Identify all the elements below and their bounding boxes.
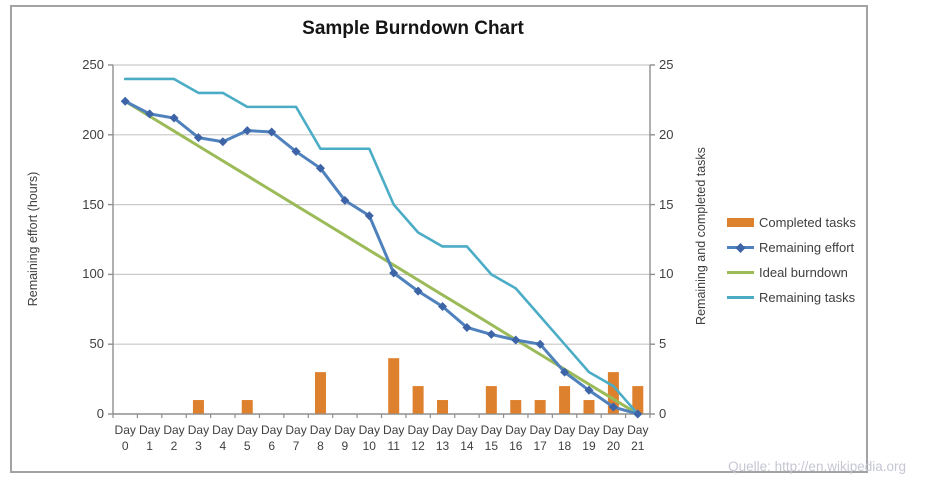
right-axis-tick-label: 15 bbox=[659, 196, 674, 212]
chart-frame bbox=[10, 5, 868, 473]
legend-item-ideal-burndown: Ideal burndown bbox=[727, 260, 856, 285]
chart-title: Sample Burndown Chart bbox=[302, 18, 524, 39]
diamond-marker bbox=[315, 163, 325, 173]
bar-completed-tasks bbox=[559, 386, 571, 414]
x-axis-tick-label: Day 16 bbox=[505, 423, 527, 453]
right-axis-title: Remaining and completed tasks bbox=[694, 147, 708, 325]
x-axis-tick-label: Day 5 bbox=[236, 423, 258, 453]
line-remaining-effort bbox=[123, 99, 640, 416]
x-axis-tick-label: Day 17 bbox=[529, 423, 551, 453]
diamond-marker bbox=[120, 96, 130, 106]
x-axis-tick-label: Day 21 bbox=[627, 423, 649, 453]
diamond-marker bbox=[560, 367, 570, 377]
bar-completed-tasks bbox=[510, 400, 522, 414]
diamond-marker bbox=[218, 137, 228, 147]
right-axis-tick-label: 20 bbox=[659, 126, 674, 142]
x-axis-tick-label: Day 14 bbox=[456, 423, 478, 453]
bar-completed-tasks bbox=[412, 386, 424, 414]
legend-label: Remaining effort bbox=[759, 240, 855, 255]
line-swatch-icon bbox=[727, 296, 757, 299]
x-axis-tick-label: Day 1 bbox=[138, 423, 161, 453]
bar-completed-tasks bbox=[632, 386, 644, 414]
diamond-marker bbox=[340, 195, 350, 205]
right-axis-tick-label: 0 bbox=[659, 406, 667, 421]
diamond-marker bbox=[389, 268, 399, 278]
diamond-marker bbox=[511, 335, 521, 345]
bar-completed-tasks bbox=[607, 372, 619, 414]
diamond-marker bbox=[267, 127, 277, 137]
left-axis-tick-label: 0 bbox=[96, 406, 104, 421]
diamond-marker bbox=[413, 286, 423, 296]
x-axis-tick-label: Day 7 bbox=[285, 423, 307, 453]
bar-completed-tasks bbox=[583, 400, 595, 414]
bar-completed-tasks bbox=[485, 386, 497, 414]
legend-label: Remaining tasks bbox=[759, 290, 856, 305]
diamond-marker bbox=[486, 329, 496, 339]
x-axis-tick-label: Day 18 bbox=[553, 423, 576, 453]
line-diamond-swatch-icon bbox=[727, 242, 757, 253]
left-axis-tick-label: 200 bbox=[82, 126, 104, 142]
diamond-marker bbox=[242, 126, 252, 136]
x-axis-tick-label: Day 10 bbox=[358, 423, 380, 453]
source-credit: Quelle: http://en.wikipedia.org bbox=[728, 459, 906, 474]
left-axis-tick-label: 100 bbox=[82, 266, 104, 282]
bar-completed-tasks bbox=[437, 400, 449, 414]
bar-swatch-icon bbox=[727, 218, 757, 227]
legend-item-remaining-tasks: Remaining tasks bbox=[727, 285, 856, 310]
diamond-marker bbox=[584, 385, 594, 395]
line-swatch-icon bbox=[727, 271, 757, 274]
legend-item-remaining-effort: Remaining effort bbox=[727, 235, 856, 260]
bar-completed-tasks bbox=[241, 400, 253, 414]
line-ideal-burndown bbox=[123, 99, 640, 416]
diamond-marker bbox=[462, 322, 472, 332]
legend-label: Ideal burndown bbox=[759, 265, 848, 280]
x-axis-tick-label: Day 6 bbox=[260, 423, 283, 453]
diamond-marker bbox=[633, 409, 643, 419]
line-remaining-tasks bbox=[123, 77, 640, 416]
diamond-marker bbox=[193, 133, 203, 143]
legend: Completed tasks Remaining effort Ideal b… bbox=[727, 210, 856, 310]
right-axis-tick-label: 5 bbox=[659, 336, 667, 352]
bar-completed-tasks bbox=[192, 400, 204, 414]
diamond-marker bbox=[169, 113, 179, 123]
x-axis-tick-label: Day 15 bbox=[480, 423, 502, 453]
x-axis-tick-label: Day 3 bbox=[187, 423, 210, 453]
left-axis-tick-label: 150 bbox=[82, 196, 104, 212]
x-axis-tick-label: Day 9 bbox=[334, 423, 356, 453]
x-axis-tick-label: Day 11 bbox=[383, 423, 405, 453]
right-axis-tick-label: 10 bbox=[659, 266, 674, 282]
bar-completed-tasks bbox=[534, 400, 546, 414]
left-axis-tick-label: 50 bbox=[89, 336, 104, 352]
diamond-marker bbox=[145, 109, 155, 119]
diamond-marker bbox=[438, 302, 448, 312]
legend-label: Completed tasks bbox=[759, 215, 856, 230]
x-axis-tick-label: Day 19 bbox=[578, 423, 600, 453]
x-axis-tick-label: Day 4 bbox=[212, 423, 234, 453]
diamond-marker bbox=[535, 339, 545, 349]
x-axis-tick-label: Day 13 bbox=[431, 423, 454, 453]
right-axis-tick-label: 25 bbox=[659, 57, 674, 72]
diamond-marker bbox=[291, 147, 301, 157]
x-axis-tick-label: Day 2 bbox=[163, 423, 185, 453]
left-axis-title: Remaining effort (hours) bbox=[26, 171, 40, 307]
diamond-marker bbox=[364, 211, 374, 221]
bar-completed-tasks bbox=[314, 372, 326, 414]
bar-completed-tasks bbox=[388, 358, 400, 414]
x-axis-tick-label: Day 0 bbox=[114, 423, 136, 453]
x-axis-tick-label: Day 20 bbox=[602, 423, 625, 453]
legend-item-completed-tasks: Completed tasks bbox=[727, 210, 856, 235]
left-axis-tick-label: 250 bbox=[82, 57, 104, 72]
x-axis-tick-label: Day 12 bbox=[407, 423, 429, 453]
diamond-marker bbox=[608, 402, 618, 412]
x-axis-tick-label: Day 8 bbox=[309, 423, 332, 453]
